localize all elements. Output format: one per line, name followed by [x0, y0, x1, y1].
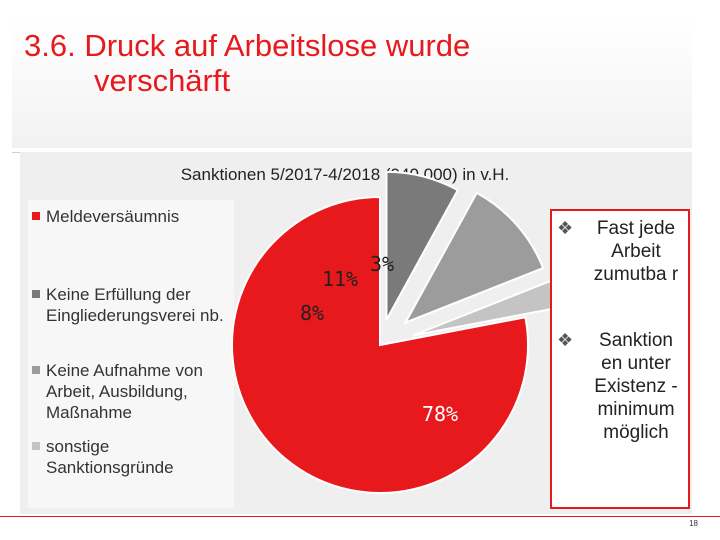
legend-label-0: Meldeversäumnis: [46, 207, 180, 226]
slide-title: 3.6. Druck auf Arbeitslose wurde verschä…: [24, 28, 470, 98]
legend-item-keine-erfuellung: Keine Erfüllung der Eingliederungsverei …: [32, 284, 234, 326]
legend-label-1: Keine Erfüllung der Eingliederungsverei …: [46, 285, 224, 325]
slide-title-line1: 3.6. Druck auf Arbeitslose wurde: [24, 28, 471, 63]
pie-label-0: 78%: [422, 402, 458, 426]
legend-panel: [28, 200, 234, 508]
legend-item-meldeversaeumnis: Meldeversäumnis: [32, 206, 234, 227]
legend-swatch-3: [32, 442, 40, 450]
pie-label-2: 11%: [322, 267, 358, 291]
legend-swatch-2: [32, 366, 40, 374]
legend-item-keine-aufnahme: Keine Aufnahme von Arbeit, Ausbildung, M…: [32, 360, 234, 423]
legend-swatch-0: [32, 212, 40, 220]
page-number: 18: [689, 519, 698, 528]
callout-box: ❖ Fast jede Arbeit zumutba r ❖ Sanktion …: [550, 209, 690, 509]
diamond-bullet-icon: ❖: [557, 218, 574, 238]
footer-line: [0, 516, 720, 517]
callout-item-0: ❖ Fast jede Arbeit zumutba r: [557, 217, 685, 286]
legend-label-2: Keine Aufnahme von Arbeit, Ausbildung, M…: [46, 361, 203, 422]
pie-slice-0: [231, 195, 529, 494]
pie-label-1: 8%: [300, 301, 324, 325]
slide-title-line2: verschärft: [94, 63, 231, 98]
legend-swatch-1: [32, 290, 40, 298]
pie-slice-2: [403, 191, 545, 325]
pie-label-3: 3%: [370, 252, 394, 276]
callout-item-1: ❖ Sanktion en unter Existenz - minimum m…: [557, 329, 685, 444]
title-area: [12, 18, 692, 148]
legend-label-3: sonstige Sanktionsgründe: [46, 437, 174, 477]
pie-slice-1: [385, 170, 460, 321]
diamond-bullet-icon: ❖: [557, 330, 574, 350]
legend-item-sonstige: sonstige Sanktionsgründe: [32, 436, 234, 478]
callout-text-1: Sanktion en unter Existenz - minimum mög…: [594, 330, 678, 443]
callout-text-0: Fast jede Arbeit zumutba r: [593, 218, 679, 285]
